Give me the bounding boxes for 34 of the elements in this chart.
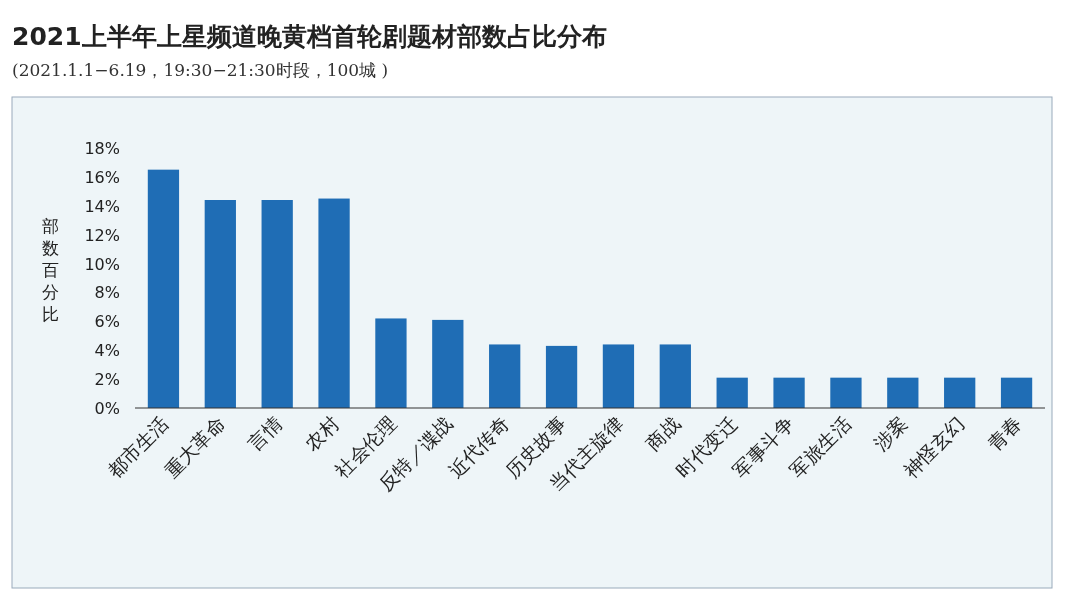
y-tick-label: 8% (94, 283, 120, 303)
x-tick-label: 青春 (982, 412, 1026, 455)
bar (375, 318, 407, 408)
chart-subtitle: (2021.1.1−6.19，19:30−21:30时段，100城 ) (12, 60, 389, 80)
x-tick-label: 涉案 (869, 412, 912, 455)
bar (432, 319, 464, 408)
bar (204, 200, 236, 408)
bar (545, 345, 578, 408)
y-axis-title: 部数百分比 (41, 216, 59, 324)
bar (773, 377, 805, 408)
bar (716, 377, 748, 408)
y-tick-label: 2% (94, 370, 120, 390)
y-tick-label: 12% (84, 225, 120, 245)
chart-title: 2021上半年上星频道晚黄档首轮剧题材部数占比分布 (12, 22, 607, 51)
bar (147, 169, 180, 408)
bar (830, 377, 862, 408)
bar (318, 198, 350, 408)
y-tick-label: 14% (84, 196, 120, 216)
y-tick-label: 18% (84, 139, 120, 158)
bar (887, 377, 919, 408)
x-tick-label: 农村 (300, 412, 343, 455)
bar (1000, 377, 1033, 408)
bar (489, 344, 521, 408)
x-tick-label: 商战 (641, 412, 685, 455)
bar (944, 377, 976, 408)
bar (602, 344, 635, 408)
y-tick-label: 10% (84, 254, 120, 274)
y-tick-label: 6% (94, 312, 120, 332)
x-tick-label: 言情 (243, 412, 287, 455)
bar (659, 344, 691, 408)
y-tick-label: 4% (94, 341, 120, 361)
y-tick-label: 16% (84, 167, 120, 187)
y-tick-label: 0% (94, 399, 120, 418)
bar (261, 200, 293, 408)
